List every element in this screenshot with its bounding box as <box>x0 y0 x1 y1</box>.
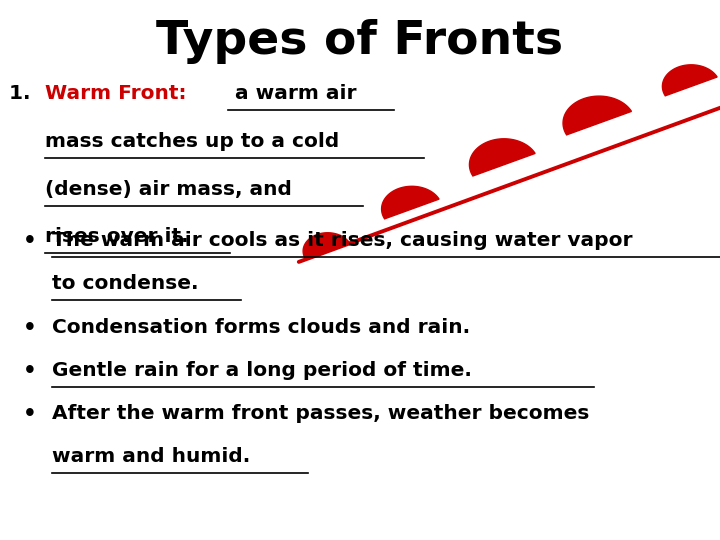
Text: Gentle rain for a long period of time.: Gentle rain for a long period of time. <box>52 361 472 380</box>
Text: Condensation forms clouds and rain.: Condensation forms clouds and rain. <box>52 318 470 336</box>
Polygon shape <box>662 65 717 96</box>
Text: •: • <box>23 404 37 424</box>
Polygon shape <box>303 233 350 259</box>
Text: The warm air cools as it rises, causing water vapor: The warm air cools as it rises, causing … <box>52 231 632 250</box>
Text: a warm air: a warm air <box>228 84 356 103</box>
Text: 1.: 1. <box>9 84 37 103</box>
Text: •: • <box>23 361 37 381</box>
Text: to condense.: to condense. <box>52 274 198 293</box>
Polygon shape <box>382 186 439 219</box>
Polygon shape <box>563 96 631 135</box>
Text: Warm Front:: Warm Front: <box>45 84 187 103</box>
Text: After the warm front passes, weather becomes: After the warm front passes, weather bec… <box>52 404 589 423</box>
Text: •: • <box>23 231 37 251</box>
Text: mass catches up to a cold: mass catches up to a cold <box>45 132 339 151</box>
Polygon shape <box>469 139 535 176</box>
Text: (dense) air mass, and: (dense) air mass, and <box>45 180 292 199</box>
Text: •: • <box>23 318 37 338</box>
Text: warm and humid.: warm and humid. <box>52 447 250 466</box>
Text: rises over it.: rises over it. <box>45 227 188 246</box>
Text: Types of Fronts: Types of Fronts <box>156 19 564 64</box>
